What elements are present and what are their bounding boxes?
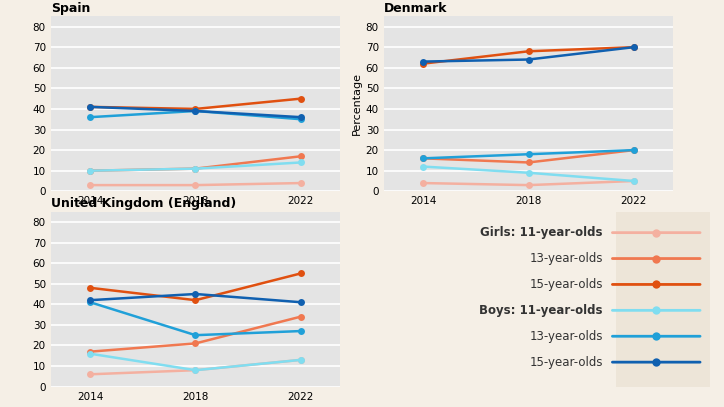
Text: United Kingdom (England): United Kingdom (England): [51, 197, 236, 210]
Text: Girls: 11-year-olds: Girls: 11-year-olds: [481, 226, 603, 239]
Text: 15-year-olds: 15-year-olds: [529, 278, 603, 291]
Text: 15-year-olds: 15-year-olds: [529, 356, 603, 369]
Text: Denmark: Denmark: [384, 2, 447, 15]
Text: 13-year-olds: 13-year-olds: [529, 252, 603, 265]
Text: 13-year-olds: 13-year-olds: [529, 330, 603, 343]
FancyBboxPatch shape: [616, 212, 710, 387]
Text: Spain: Spain: [51, 2, 90, 15]
Y-axis label: Percentage: Percentage: [352, 72, 361, 135]
Text: Boys: 11-year-olds: Boys: 11-year-olds: [479, 304, 603, 317]
